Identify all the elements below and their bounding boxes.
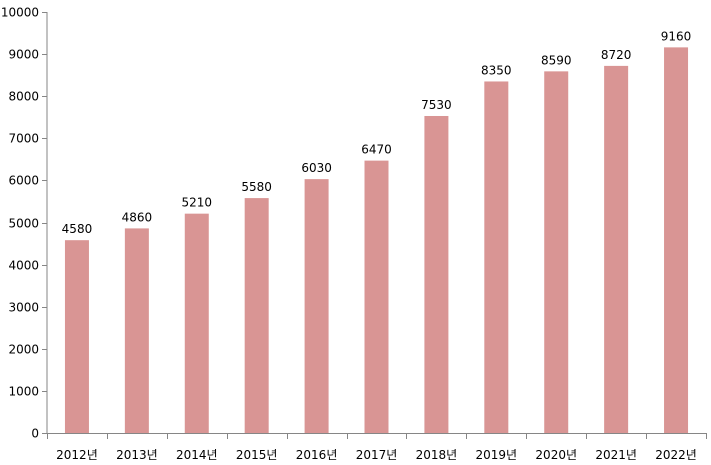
- data-label: 7530: [421, 98, 452, 112]
- y-tick-label: 7000: [8, 132, 39, 146]
- x-axis: 2012년 2013년 2014년 2015년 2016년 2017년 2018년 2019년…: [47, 433, 707, 462]
- data-labels: 4580 4860 5210 5580 6030 6470 7530 8350 8590 8720…: [62, 29, 692, 236]
- x-tick-label: 2014년: [176, 448, 218, 462]
- y-tick-label: 8000: [8, 90, 39, 104]
- bar-2016년: [304, 179, 329, 433]
- y-axis: 0 1000 2000 3000 4000 5000 6000 7000 8000 9000 100…: [1, 6, 48, 441]
- y-tick-label: 6000: [8, 174, 39, 188]
- data-label: 6030: [301, 161, 332, 175]
- bar-2012년: [64, 240, 89, 433]
- bars: [64, 47, 689, 434]
- data-label: 9160: [661, 29, 692, 43]
- x-tick-label: 2020년: [535, 448, 577, 462]
- data-label: 5580: [241, 180, 272, 194]
- bar-2019년: [484, 81, 509, 433]
- y-tick-label: 2000: [8, 343, 39, 357]
- data-label: 4860: [122, 210, 153, 224]
- data-label: 6470: [361, 143, 392, 157]
- x-tick-label: 2022년: [655, 448, 697, 462]
- y-tick-label: 3000: [8, 301, 39, 315]
- bar-2017년: [364, 160, 389, 433]
- y-tick-label: 1000: [8, 385, 39, 399]
- y-tick-label: 4000: [8, 259, 39, 273]
- data-label: 8350: [481, 63, 512, 77]
- bar-2018년: [424, 115, 449, 433]
- y-tick-label: 9000: [8, 48, 39, 62]
- data-label: 8590: [541, 53, 572, 67]
- bar-2020년: [544, 71, 569, 434]
- data-label: 4580: [62, 222, 93, 236]
- y-tick-label: 10000: [1, 6, 39, 20]
- data-label: 5210: [181, 196, 212, 210]
- x-tick-label: 2017년: [356, 448, 398, 462]
- bar-2015년: [244, 198, 269, 433]
- x-tick-label: 2021년: [595, 448, 637, 462]
- x-tick-label: 2019년: [476, 448, 518, 462]
- y-tick-label: 5000: [8, 217, 39, 231]
- x-tick-label: 2016년: [296, 448, 338, 462]
- x-tick-label: 2012년: [56, 448, 98, 462]
- x-tick-label: 2013년: [116, 448, 158, 462]
- data-label: 8720: [601, 48, 632, 62]
- x-tick-label: 2018년: [416, 448, 458, 462]
- bar-2014년: [184, 213, 209, 433]
- bar-2022년: [664, 47, 689, 433]
- x-tick-label: 2015년: [236, 448, 278, 462]
- y-tick-label: 0: [31, 427, 39, 441]
- bar-2013년: [124, 228, 149, 433]
- bar-2021년: [604, 65, 629, 433]
